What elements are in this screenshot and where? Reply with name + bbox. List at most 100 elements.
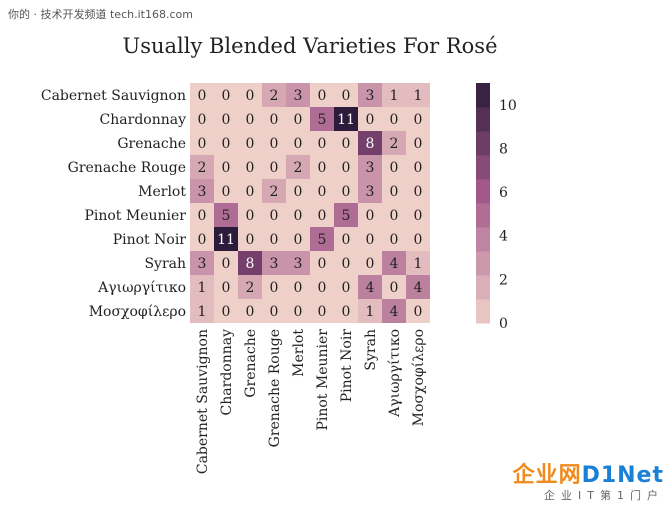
heatmap-cell [214,227,238,251]
cell-value-label: 2 [198,160,207,176]
heatmap-cell [358,203,382,227]
cell-value-label: 0 [270,136,279,152]
heatmap-cell [406,107,430,131]
cell-value-label: 8 [366,136,375,152]
heatmap-cell [262,107,286,131]
cell-value-label: 11 [217,232,235,248]
cell-value-label: 0 [246,184,255,200]
heatmap-cell [262,251,286,275]
heatmap-cell [358,83,382,107]
colorbar: 0 2 4 6 8 10 [476,83,517,332]
cell-value-label: 0 [294,232,303,248]
heatmap-cell [286,299,310,323]
cell-value-label: 0 [342,160,351,176]
heatmap-cell [286,107,310,131]
cell-value-label: 0 [222,184,231,200]
heatmap-cell [214,251,238,275]
cell-value-label: 0 [414,304,423,320]
cell-value-label: 0 [318,88,327,104]
heatmap-cell [382,299,406,323]
heatmap-cell [310,155,334,179]
cell-value-label: 5 [318,232,327,248]
heatmap-cell [214,203,238,227]
row-tick-label: Pinot Noir [113,232,187,248]
cell-value-label: 2 [294,160,303,176]
heatmap-cell [286,251,310,275]
cell-value-label: 1 [198,304,207,320]
cell-value-label: 0 [390,112,399,128]
heatmap-cell [190,227,214,251]
cell-value-label: 0 [414,136,423,152]
row-tick-label: Cabernet Sauvignon [41,88,186,104]
cell-value-label: 0 [366,112,375,128]
cell-value-label: 5 [222,208,231,224]
cell-value-label: 0 [342,304,351,320]
heatmap-cell [262,299,286,323]
cell-value-label: 0 [246,208,255,224]
colorbar-segment [476,155,490,180]
cell-value-label: 2 [390,136,399,152]
heatmap-cell [190,155,214,179]
heatmap-cell [238,155,262,179]
heatmap-cell [262,227,286,251]
heatmap-cell [262,203,286,227]
column-tick-label: Chardonnay [219,329,235,416]
cell-value-label: 5 [318,112,327,128]
heatmap-cell [190,179,214,203]
cell-value-label: 4 [366,280,375,296]
cell-value-label: 0 [342,256,351,272]
colorbar-tick-label: 8 [499,141,508,157]
heatmap-cell [214,107,238,131]
cell-value-label: 5 [342,208,351,224]
column-tick-label: Grenache [243,329,259,398]
cell-value-label: 3 [198,256,207,272]
cell-value-label: 0 [342,88,351,104]
heatmap-cell [190,203,214,227]
colorbar-segment [476,83,490,108]
cell-value-label: 0 [318,208,327,224]
cell-value-label: 0 [366,232,375,248]
cell-value-label: 0 [342,184,351,200]
cell-value-label: 0 [414,112,423,128]
row-tick-label: Αγιωργίτικο [97,279,186,296]
cell-value-label: 0 [198,208,207,224]
heatmap-cell [238,107,262,131]
cell-value-label: 3 [198,184,207,200]
cell-value-label: 0 [222,280,231,296]
cell-value-label: 0 [342,280,351,296]
cell-value-label: 3 [294,256,303,272]
cell-value-label: 0 [318,184,327,200]
cell-value-label: 4 [390,304,399,320]
heatmap-cell [262,275,286,299]
row-labels: Cabernet Sauvignon Chardonnay Grenache Gren… [41,88,187,320]
cell-value-label: 0 [390,280,399,296]
cell-value-label: 0 [390,208,399,224]
column-tick-label: Αγιωργίτικο [386,329,403,418]
cell-value-label: 0 [318,136,327,152]
cell-value-label: 4 [414,280,423,296]
heatmap-cell [310,131,334,155]
colorbar-segment [476,107,490,132]
heatmap-cell [358,251,382,275]
heatmap-cell [238,251,262,275]
cell-value-label: 0 [294,184,303,200]
heatmap-cell [310,107,334,131]
heatmap-cell [238,227,262,251]
heatmap-cell [190,299,214,323]
cell-value-label: 11 [337,112,355,128]
heatmap-cell [190,251,214,275]
heatmap-cell [190,275,214,299]
heatmap-cell [214,179,238,203]
heatmap-cell [214,299,238,323]
heatmap-cell [406,131,430,155]
cell-value-label: 0 [246,88,255,104]
cell-value-label: 4 [390,256,399,272]
heatmap-cell [406,227,430,251]
heatmap-cell [334,227,358,251]
cell-value-label: 0 [198,136,207,152]
cell-value-label: 0 [318,304,327,320]
heatmap-cell [382,107,406,131]
heatmap-cell [406,203,430,227]
cell-value-label: 2 [246,280,255,296]
heatmap-cell [406,155,430,179]
